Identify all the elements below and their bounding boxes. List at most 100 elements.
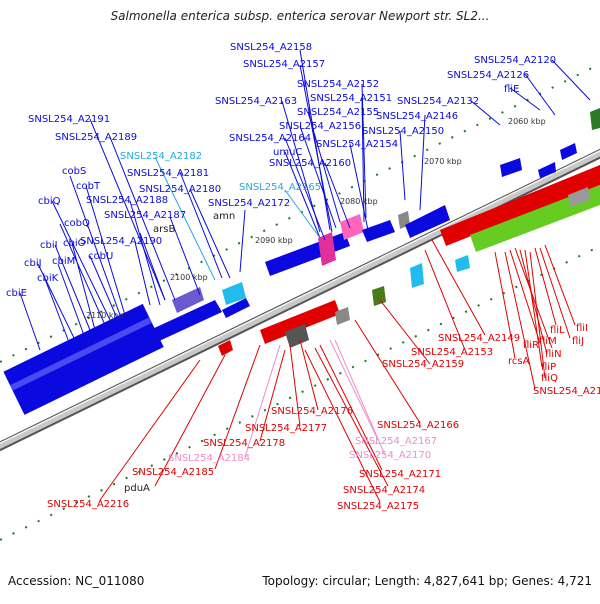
gene-arrow-fwd[interactable] [222,298,250,318]
gene-label-fwd[interactable]: SNSL254_A2157 [243,59,325,70]
gene-label-rev[interactable]: SNSL254_A2216 [47,499,129,510]
gene-label-rev[interactable]: SNSL254_A2171 [359,469,441,480]
gene-label-fwd[interactable]: SNSL254_A2164 [229,133,311,144]
gene-label-fwd[interactable]: SNSL254_A2190 [80,236,162,247]
tick-label: 2100 kbp [170,273,208,282]
gene-label-fwd[interactable]: SNSL254_A2151 [310,93,392,104]
gene-label-rev[interactable]: SNSL254_A2178 [203,438,285,449]
gene-arrow-rev[interactable] [218,340,233,356]
gene-label-fwd[interactable]: SNSL254_A2189 [55,132,137,143]
gene-label-rev[interactable]: pduA [124,483,150,494]
gene-block-pink[interactable] [340,214,364,240]
gene-label-fwd[interactable]: cobT [76,181,101,192]
gene-label-fwd[interactable]: SNSL254_A2187 [104,210,186,221]
gene-label-fwd[interactable]: SNSL254_A2150 [362,126,444,137]
gene-arrow-fwd-cyan[interactable] [222,282,246,305]
gene-label-rev[interactable]: SNSL254_A2166 [377,420,459,431]
gene-label-fwd[interactable]: arsB [153,224,175,235]
gene-label-fwd[interactable]: SNSL254_A2180 [139,184,221,195]
gene-label-fwd[interactable]: umuC [273,147,302,158]
gene-block-olive[interactable] [372,286,386,306]
gene-label-fwd[interactable]: SNSL254_A2156 [279,121,361,132]
gene-arrow-rev[interactable] [440,165,600,246]
tick-label: 2060 kbp [508,117,546,126]
gene-arrow-fwd[interactable] [560,143,577,160]
gene-label-fwd[interactable]: cobQ [64,218,90,229]
gene-arrow-fwd[interactable] [150,300,222,342]
gene-label-fwd[interactable]: SNSL254_A2132 [397,96,479,107]
gene-label-fwd[interactable]: SNSL254_A2158 [230,42,312,53]
gene-label-fwd[interactable]: SNSL254_A2181 [127,168,209,179]
cob-operon-stripe [9,317,152,391]
gene-arrow-rev[interactable] [260,300,340,344]
gene-label-fwd-pale[interactable]: SNSL254_A2165 [239,182,321,193]
gene-label-rev[interactable]: SNSL254_A2149 [438,333,520,344]
gene-block-cyan[interactable] [455,255,470,272]
gene-label-fwd[interactable]: cbiO [63,238,86,249]
gene-arrow-fwd[interactable] [362,220,395,242]
gene-label-fwd[interactable]: SNSL254_A2152 [297,79,379,90]
gene-arrow-fwd[interactable] [538,162,556,178]
gene-label-rev[interactable]: SNSL254_A2159 [382,359,464,370]
gene-block-grey[interactable] [335,307,350,325]
gene-label-rev-pale[interactable]: SNSL254_A2170 [349,450,431,461]
gene-label-rev[interactable]: SNSL254_A2176 [271,406,353,417]
gene-label-rev-pale[interactable]: SNSL254_A2167 [355,436,437,447]
gene-label-fwd[interactable]: cbiM [52,256,75,267]
gene-label-fwd[interactable]: cbiJ [24,258,42,269]
gene-label-fwd[interactable]: SNSL254_A2146 [376,111,458,122]
gene-label-rev[interactable]: fliN [545,349,562,360]
gene-label-fwd[interactable]: cbiE [6,288,27,299]
gene-block-grey[interactable] [568,187,590,207]
gene-block-dark[interactable] [285,324,309,348]
gene-label-rev[interactable]: SNSL254_A2175 [337,501,419,512]
gene-arrow-fwd[interactable] [500,158,522,177]
map-title: Salmonella enterica subsp. enterica sero… [110,9,490,23]
gene-label-fwd[interactable]: cbiK [37,273,59,284]
gene-block-cyan[interactable] [410,263,424,288]
gene-label-rev[interactable]: fliJ [572,336,584,347]
gene-arrow-fwd-purple[interactable] [172,287,204,313]
gene-arrow-fwd[interactable] [405,205,450,238]
gene-block-green[interactable] [590,108,600,130]
gene-label-fwd[interactable]: SNSL254_A2188 [86,195,168,206]
gene-label-rev[interactable]: rcsA [508,356,530,367]
gene-label-rev[interactable]: SNSL254_A2185 [132,467,214,478]
tick-label: 2090 kbp [255,236,293,245]
gene-label-fwd[interactable]: SNSL254_A2191 [28,114,110,125]
gene-label-rev[interactable]: fliP [541,362,556,373]
gene-label-fwd[interactable]: SNSL254_A2155 [297,107,379,118]
gene-label-fwd[interactable]: cobU [88,251,113,262]
gene-label-rev[interactable]: SNSL254_A2174 [343,485,425,496]
gene-label-rev-pale[interactable]: SNSL254_A2184 [168,453,250,464]
forward-gene-track [3,108,600,415]
gene-label-fwd[interactable]: amn [213,211,235,222]
gene-label-rev[interactable]: SNSL254_A2153 [411,347,493,358]
gene-label-fwd[interactable]: cbiQ [38,196,61,207]
gene-label-fwd[interactable]: SNSL254_A2154 [316,139,398,150]
gene-label-fwd-pale[interactable]: SNSL254_A2182 [120,151,202,162]
gene-label-fwd[interactable]: SNSL254_A2126 [447,70,529,81]
gene-label-rev[interactable]: SNSL254_A2177 [245,423,327,434]
gene-label-fwd[interactable]: fliE [504,84,519,95]
gene-label-rev[interactable]: fliR [523,340,539,351]
gene-label-fwd[interactable]: SNSL254_A2163 [215,96,297,107]
gene-label-rev[interactable]: fliI [576,323,588,334]
reverse-gene-track [218,165,600,356]
gene-label-rev[interactable]: fliL [550,325,565,336]
tick-label: 2070 kbp [424,157,462,166]
gene-label-rev[interactable]: fliM [539,336,557,347]
genome-summary-text: Topology: circular; Length: 4,827,641 bp… [262,574,592,588]
gene-label-fwd[interactable]: SNSL254_A2172 [208,198,290,209]
gene-label-rev[interactable]: fliQ [541,373,558,384]
gene-label-fwd[interactable]: cbiI [40,240,58,251]
gene-label-fwd[interactable]: SNSL254_A2120 [474,55,556,66]
gene-label-fwd[interactable]: cobS [62,166,86,177]
cob-operon-block[interactable] [3,303,164,415]
gene-block-green[interactable] [470,185,600,252]
gene-label-rev[interactable]: SNSL254_A2147 [533,386,600,397]
gene-label-fwd[interactable]: SNSL254_A2160 [269,158,351,169]
gene-block-magenta[interactable] [318,232,336,266]
